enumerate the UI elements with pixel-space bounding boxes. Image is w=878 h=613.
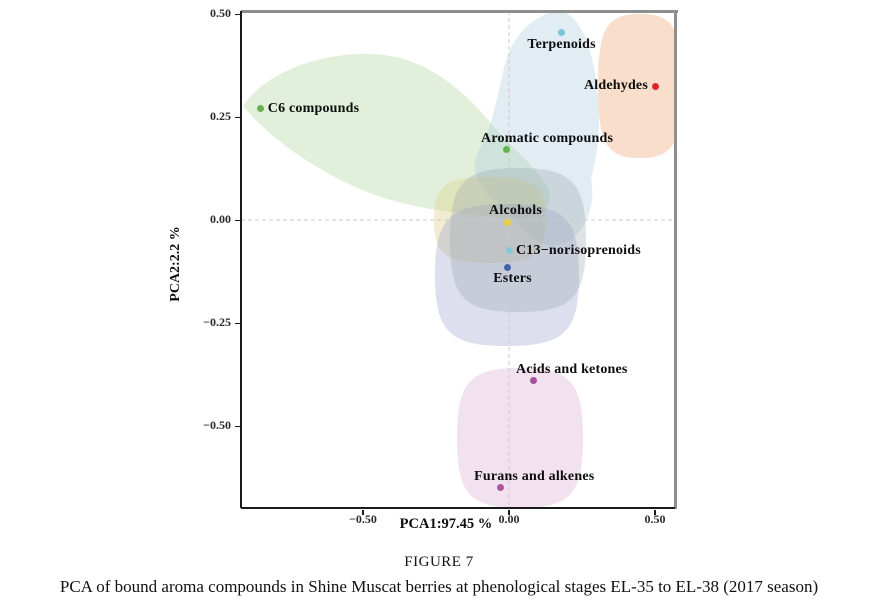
region-esters <box>435 204 579 346</box>
region-c13-norisoprenoids <box>450 168 586 312</box>
region-acids-furans <box>457 368 583 508</box>
region-terpenoids <box>474 11 599 246</box>
hull-regions <box>243 11 675 508</box>
y-axis-title: PCA2:2.2 % <box>168 226 183 302</box>
pca-plot-svg <box>240 10 678 509</box>
y-axis-line <box>240 11 242 508</box>
figure-caption-title: FIGURE 7 <box>404 554 474 570</box>
x-axis-line <box>241 507 675 509</box>
pca-chart: 0.50 0.25 0.00 −0.25 −0.50 −0.50 0.00 0.50 C6 co… <box>168 6 678 532</box>
plot-border-top <box>241 10 678 13</box>
figure-caption-text: PCA of bound aroma compounds in Shine Mu… <box>59 577 819 596</box>
x-axis-title: PCA1:97.45 % <box>399 516 493 532</box>
plot-border-right <box>674 10 677 509</box>
region-c6-compounds <box>243 53 550 219</box>
region-aldehydes <box>598 14 675 158</box>
